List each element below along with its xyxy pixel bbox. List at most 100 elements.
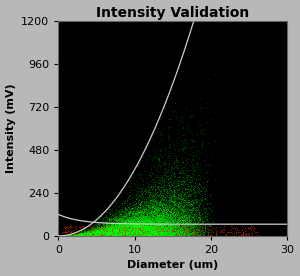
Point [161, 233, 166, 237]
Point [110, 232, 115, 237]
Point [166, 233, 170, 237]
Point [62, 234, 67, 238]
Point [130, 225, 135, 230]
Point [106, 227, 111, 232]
Point [168, 233, 173, 237]
Point [116, 233, 121, 238]
Point [97, 233, 102, 238]
Point [185, 211, 190, 215]
Point [152, 230, 157, 235]
Point [116, 227, 121, 231]
Point [117, 230, 122, 234]
Point [73, 234, 77, 238]
Point [151, 230, 155, 234]
Point [117, 225, 122, 230]
Point [95, 233, 100, 238]
Point [97, 227, 102, 232]
Point [107, 233, 112, 238]
Point [192, 188, 197, 193]
Point [93, 232, 98, 237]
Point [197, 166, 202, 171]
Point [94, 232, 98, 237]
Point [155, 222, 160, 226]
Point [164, 209, 169, 213]
Point [145, 229, 150, 234]
Point [122, 233, 127, 238]
Point [121, 227, 126, 232]
Point [129, 217, 134, 221]
Point [152, 224, 157, 229]
Point [105, 231, 110, 235]
Point [154, 222, 159, 227]
Point [83, 233, 88, 237]
Point [130, 233, 135, 238]
Point [109, 232, 113, 236]
Point [171, 198, 176, 203]
Point [160, 232, 165, 236]
Point [178, 221, 183, 226]
Point [142, 232, 146, 237]
Point [123, 227, 128, 232]
Point [160, 195, 164, 199]
Point [72, 233, 77, 237]
Point [77, 233, 82, 237]
Point [69, 233, 74, 238]
Point [112, 232, 117, 236]
Point [89, 233, 94, 238]
Point [93, 233, 98, 237]
Point [173, 185, 178, 190]
Point [139, 200, 144, 205]
Point [85, 233, 89, 238]
Point [153, 217, 158, 222]
Point [172, 153, 177, 157]
Point [159, 177, 164, 181]
Point [188, 194, 192, 198]
Point [106, 232, 111, 236]
Point [143, 230, 148, 235]
Point [143, 233, 148, 238]
Point [164, 230, 168, 234]
Point [89, 233, 94, 237]
Point [205, 215, 210, 219]
Point [94, 229, 99, 233]
Point [200, 232, 205, 236]
Point [118, 224, 123, 229]
Point [198, 232, 203, 236]
Point [115, 233, 119, 238]
Point [98, 230, 103, 235]
Point [114, 233, 119, 237]
Point [240, 232, 245, 236]
Point [92, 232, 97, 237]
Point [111, 231, 116, 235]
Point [180, 205, 185, 209]
Point [125, 232, 130, 237]
Point [117, 233, 122, 237]
Point [64, 233, 69, 238]
Point [132, 231, 137, 235]
Point [167, 116, 172, 121]
Point [118, 230, 123, 235]
Point [192, 216, 197, 220]
Point [70, 233, 74, 238]
Point [104, 215, 109, 219]
Point [154, 232, 158, 237]
Point [108, 227, 113, 232]
Point [143, 226, 148, 230]
Point [94, 232, 99, 237]
Point [110, 231, 115, 235]
Point [123, 222, 128, 227]
Point [78, 234, 82, 238]
Point [106, 228, 111, 233]
Point [82, 228, 86, 232]
Point [105, 226, 110, 230]
Point [156, 231, 161, 235]
Point [103, 233, 108, 237]
Point [136, 205, 141, 209]
Point [118, 231, 123, 235]
Point [80, 233, 85, 237]
Point [142, 232, 146, 237]
Point [65, 233, 70, 238]
Point [63, 234, 68, 238]
Point [131, 214, 136, 218]
Point [89, 227, 94, 231]
